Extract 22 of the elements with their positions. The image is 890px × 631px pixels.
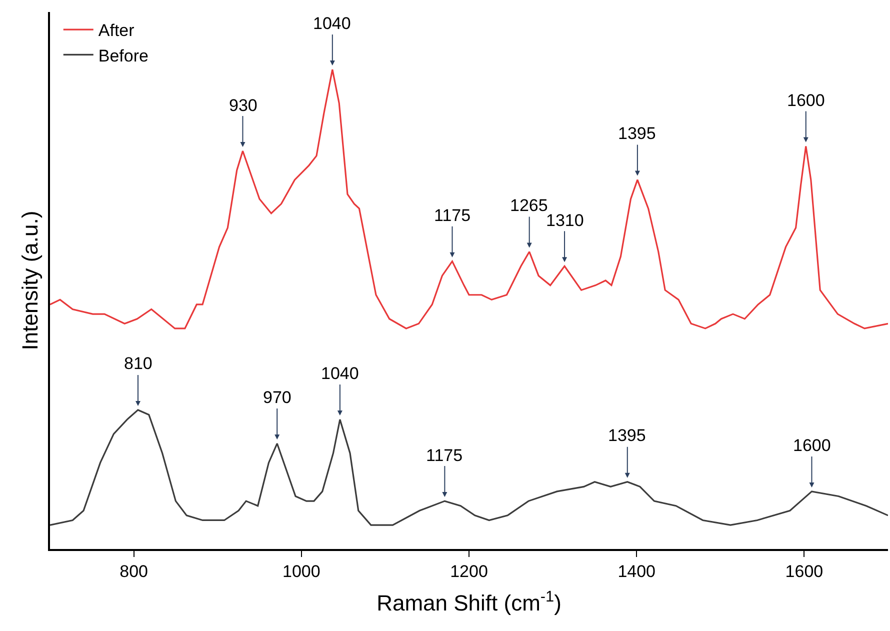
x-tick-label: 1400: [618, 562, 656, 582]
annotation: 930: [229, 96, 258, 115]
x-tick-label: 1000: [282, 562, 320, 582]
x-axis-title: Raman Shift (cm$^{-1}$): [376, 588, 562, 616]
y-axis-title: Intensity (a.u.): [18, 210, 43, 350]
annotation: 1395: [608, 426, 646, 445]
annotation: 1175: [426, 446, 463, 465]
annotation: 1040: [313, 14, 351, 33]
annotation: 1175: [434, 206, 471, 225]
x-tick-label: 1600: [785, 562, 824, 582]
annotation: 1395: [618, 124, 656, 143]
annotation: 970: [263, 388, 292, 407]
annotation: 1040: [321, 364, 359, 383]
annotation: 1600: [793, 436, 831, 455]
annotation: 1265: [510, 196, 548, 215]
annotation: 1310: [546, 211, 584, 230]
x-tick-label: 1200: [450, 562, 488, 582]
annotation: 810: [124, 354, 152, 373]
legend-label: After: [98, 21, 135, 40]
x-tick-label: 800: [120, 562, 148, 582]
annotation: 1600: [787, 91, 825, 110]
legend-label: Before: [98, 46, 148, 66]
